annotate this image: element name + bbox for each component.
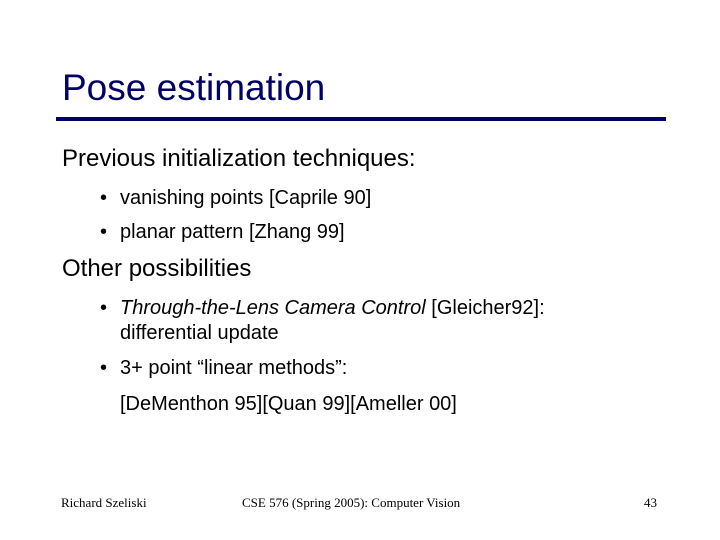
bullet-marker: • bbox=[100, 187, 108, 209]
bullet-marker: • bbox=[100, 357, 108, 379]
slide-title: Pose estimation bbox=[62, 67, 326, 108]
title-underline bbox=[56, 117, 666, 121]
list-item-continuation: differential update bbox=[120, 322, 279, 344]
list-item-text: 3+ point “linear methods”: bbox=[120, 357, 348, 379]
footer-course: CSE 576 (Spring 2005): Computer Vision bbox=[242, 495, 461, 510]
section-heading-other: Other possibilities bbox=[62, 255, 252, 282]
footer-author: Richard Szeliski bbox=[61, 495, 147, 510]
bullet-marker: • bbox=[100, 221, 108, 243]
list-item-text: Through-the-Lens Camera Control [Gleiche… bbox=[120, 296, 545, 321]
footer-page-number: 43 bbox=[644, 495, 657, 510]
bullet-marker: • bbox=[100, 297, 108, 319]
list-item-text: planar pattern [Zhang 99] bbox=[120, 221, 345, 243]
list-item-continuation: [DeMenthon 95][Quan 99][Ameller 00] bbox=[120, 393, 457, 415]
list-item-text: vanishing points [Caprile 90] bbox=[120, 187, 372, 209]
italic-reference-title: Through-the-Lens Camera Control bbox=[120, 297, 426, 319]
reference-citation: [Gleicher92]: bbox=[425, 297, 545, 319]
section-heading-previous: Previous initialization techniques: bbox=[62, 145, 416, 172]
